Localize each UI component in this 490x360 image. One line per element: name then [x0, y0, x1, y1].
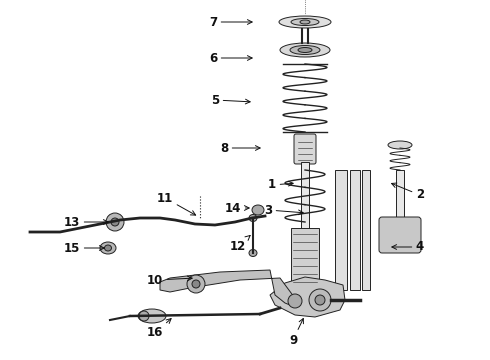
Ellipse shape: [388, 141, 412, 149]
Ellipse shape: [104, 245, 112, 251]
Text: 11: 11: [157, 192, 196, 215]
Ellipse shape: [280, 43, 330, 57]
Text: 10: 10: [147, 274, 192, 287]
Ellipse shape: [187, 275, 205, 293]
Ellipse shape: [111, 218, 119, 226]
Bar: [291, 228, 319, 290]
Ellipse shape: [315, 295, 325, 305]
Bar: [396, 170, 404, 230]
Text: 14: 14: [225, 202, 249, 215]
Text: 4: 4: [392, 240, 424, 253]
Ellipse shape: [300, 20, 310, 24]
Polygon shape: [270, 277, 345, 317]
Ellipse shape: [298, 48, 312, 53]
Text: 3: 3: [264, 203, 303, 216]
Ellipse shape: [288, 294, 302, 308]
Text: 2: 2: [392, 183, 424, 202]
Ellipse shape: [291, 18, 319, 26]
Text: 13: 13: [64, 216, 108, 229]
Ellipse shape: [192, 280, 200, 288]
Text: 16: 16: [147, 319, 171, 339]
Text: 1: 1: [268, 179, 293, 192]
FancyBboxPatch shape: [294, 134, 316, 164]
Text: 15: 15: [64, 242, 104, 255]
FancyBboxPatch shape: [379, 217, 421, 253]
Text: 6: 6: [209, 51, 252, 64]
Ellipse shape: [309, 289, 331, 311]
Text: 8: 8: [220, 141, 260, 154]
Ellipse shape: [252, 205, 264, 215]
Ellipse shape: [139, 311, 149, 321]
Text: 9: 9: [289, 319, 303, 346]
Ellipse shape: [106, 213, 124, 231]
Bar: [362, 170, 370, 290]
Text: 7: 7: [209, 15, 252, 28]
Ellipse shape: [290, 45, 320, 54]
Polygon shape: [160, 270, 300, 307]
Text: 5: 5: [211, 94, 250, 107]
Bar: [350, 170, 360, 290]
Bar: [301, 162, 309, 290]
Ellipse shape: [279, 16, 331, 28]
Ellipse shape: [100, 242, 116, 254]
Text: 12: 12: [230, 235, 250, 252]
Bar: [335, 170, 347, 290]
Ellipse shape: [138, 309, 166, 323]
Ellipse shape: [249, 249, 257, 256]
Ellipse shape: [249, 215, 257, 221]
